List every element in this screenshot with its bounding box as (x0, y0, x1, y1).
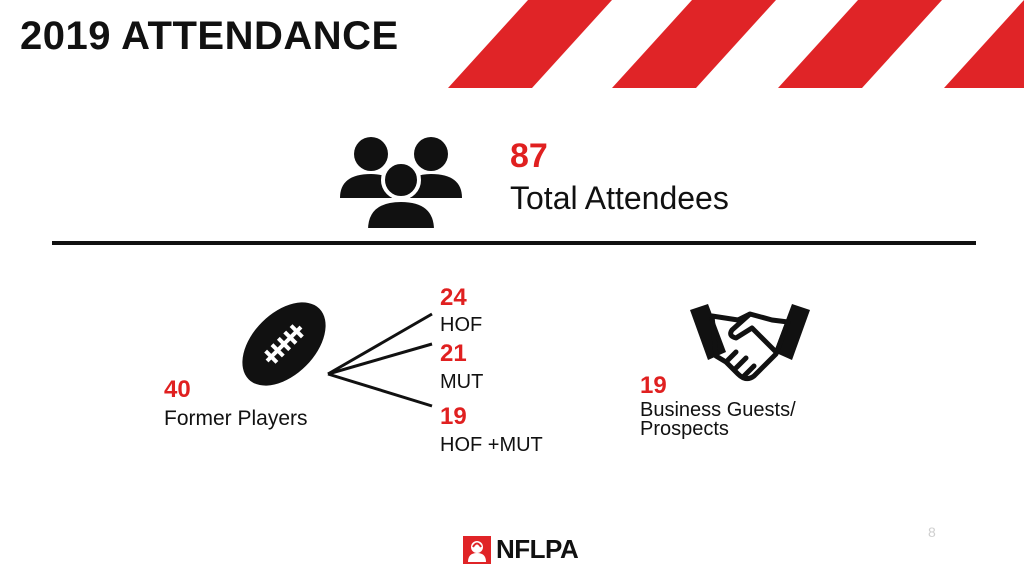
nflpa-logo-text: NFLPA (496, 534, 579, 564)
breakdown-hof-value: 24 (440, 284, 467, 311)
guests-value: 19 (640, 372, 667, 399)
handshake-icon (690, 304, 810, 382)
players-value: 40 (164, 376, 191, 403)
guests-label-line1: Business Guests/ (640, 399, 796, 421)
breakdown-mut-value: 21 (440, 340, 467, 367)
football-icon (242, 302, 326, 386)
players-label: Former Players (164, 407, 308, 430)
header-stripes (448, 0, 1024, 88)
breakdown-branch-lines (327, 312, 433, 408)
guests-label-line2: Prospects (640, 418, 729, 440)
breakdown-hofmut-value: 19 (440, 403, 467, 430)
breakdown-hof-label: HOF (440, 314, 483, 336)
group-people-icon (340, 137, 462, 232)
page-number: 8 (928, 524, 936, 540)
total-attendees-label: Total Attendees (510, 180, 729, 216)
page-title: 2019 ATTENDANCE (20, 14, 399, 58)
total-attendees-value: 87 (510, 137, 548, 175)
breakdown-mut-label: MUT (440, 371, 484, 393)
nflpa-logo: NFLPA (462, 534, 579, 565)
section-divider (52, 241, 976, 245)
nflpa-shield-icon (463, 535, 491, 564)
breakdown-hofmut-label: HOF +MUT (440, 434, 543, 456)
